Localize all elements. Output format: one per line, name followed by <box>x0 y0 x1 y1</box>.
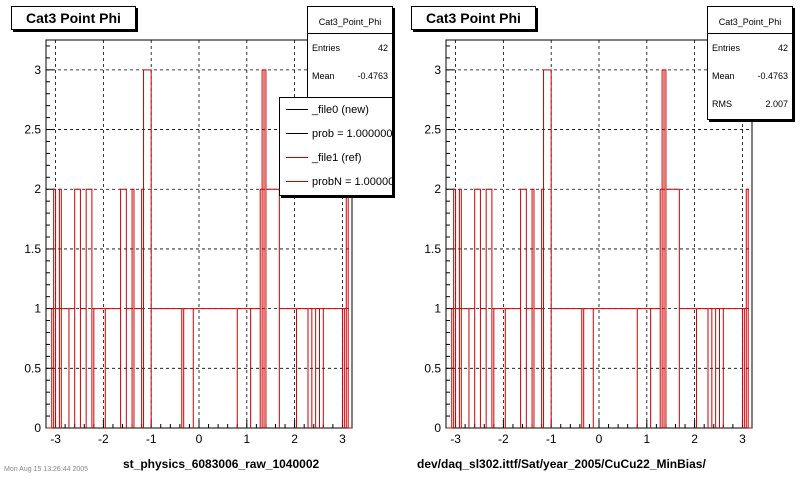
left-histogram-pad: -3 -2 -1 0 1 2 3 0 0.5 1 1.5 2 2.5 3 Cat3 Point Phi C… <box>11 6 393 471</box>
right-y-tick-label-1: 0.5 <box>424 361 441 375</box>
right-x-axis-label: dev/daq_sl302.ittf/Sat/year_2005/CuCu22_… <box>417 457 706 471</box>
left-y-tick-label-5: 2.5 <box>24 123 41 137</box>
right-stats-mean-label: Mean <box>712 71 735 81</box>
right-stats-entries-label: Entries <box>712 43 741 53</box>
right-x-tick-label-5: 2 <box>691 432 698 446</box>
left-x-tick-label-2: -1 <box>146 432 157 446</box>
left-y-tick-label-3: 1.5 <box>24 242 41 256</box>
legend-line-file0 <box>286 109 308 110</box>
right-stats-entries-value: 42 <box>777 43 788 53</box>
right-stats-entries-row: Entries 42 <box>708 34 792 62</box>
right-x-tick-label-4: 1 <box>643 432 650 446</box>
left-y-tick-label-4: 2 <box>34 182 41 196</box>
right-y-tick-label-6: 3 <box>434 63 441 77</box>
left-x-tick-label-1: -2 <box>98 432 109 446</box>
legend-text-file0: _file0 (new) <box>312 104 369 116</box>
right-histogram-plot: -3 -2 -1 0 1 2 3 0 0.5 1 1.5 2 2.5 3 <box>424 39 753 446</box>
left-stats-mean-label: Mean <box>312 71 335 81</box>
right-x-tick-label-2: -1 <box>546 432 557 446</box>
right-y-tick-label-5: 2.5 <box>424 123 441 137</box>
left-histogram-title: Cat3 Point Phi <box>11 6 136 30</box>
legend-entry-file1: _file1 (ref) <box>280 146 392 170</box>
right-stats-mean-value: -0.4763 <box>757 71 788 81</box>
legend-entry-file0: _file0 (new) <box>280 98 392 122</box>
left-x-tick-label-6: 3 <box>339 432 346 446</box>
right-y-tick-label-0: 0 <box>434 421 441 435</box>
right-y-tick-label-3: 1.5 <box>424 242 441 256</box>
left-histogram-outline-0 <box>46 69 352 429</box>
right-stats-box: Cat3_Point_Phi Entries 42 Mean -0.4763 R… <box>707 6 793 120</box>
right-stats-rms-value: 2.007 <box>765 99 788 109</box>
legend-text-probn: probN = 1.000000 <box>312 176 393 188</box>
right-x-tick-label-1: -2 <box>498 432 509 446</box>
right-histogram-pad: -3 -2 -1 0 1 2 3 0 0.5 1 1.5 2 2.5 3 Cat3 Point Phi C… <box>400 0 800 480</box>
left-y-tick-label-6: 3 <box>34 63 41 77</box>
left-x-tick-label-0: -3 <box>50 432 61 446</box>
left-legend: _file0 (new) prob = 1.000000 _file1 (ref… <box>279 97 393 196</box>
legend-line-file1 <box>286 157 308 158</box>
right-stats-mean-row: Mean -0.4763 <box>708 62 792 90</box>
left-x-tick-label-4: 1 <box>243 432 250 446</box>
right-histogram-outline-0 <box>446 69 752 429</box>
left-y-tick-label-0: 0 <box>34 421 41 435</box>
left-x-tick-label-3: 0 <box>196 432 203 446</box>
legend-line-prob <box>286 133 308 134</box>
left-stats-entries-row: Entries 42 <box>308 34 392 62</box>
left-y-tick-label-1: 0.5 <box>24 361 41 375</box>
legend-entry-prob: prob = 1.000000 <box>280 122 392 146</box>
left-y-tick-label-2: 1 <box>34 302 41 316</box>
right-stats-rms-row: RMS 2.007 <box>708 90 792 118</box>
right-x-tick-label-6: 3 <box>739 432 746 446</box>
right-histogram-title: Cat3 Point Phi <box>411 6 536 30</box>
legend-text-prob: prob = 1.000000 <box>312 128 393 140</box>
footer-timestamp: Mon Aug 15 13:26:44 2005 <box>4 466 89 473</box>
left-stats-entries-value: 42 <box>377 43 388 53</box>
left-x-tick-label-5: 2 <box>291 432 298 446</box>
left-stats-name: Cat3_Point_Phi <box>308 7 392 34</box>
legend-text-file1: _file1 (ref) <box>312 152 362 164</box>
legend-line-probn <box>286 181 308 182</box>
right-x-tick-label-0: -3 <box>450 432 461 446</box>
right-y-tick-label-4: 2 <box>434 182 441 196</box>
right-y-tick-label-2: 1 <box>434 302 441 316</box>
legend-entry-probn: probN = 1.000000 <box>280 170 392 194</box>
right-stats-name: Cat3_Point_Phi <box>708 7 792 34</box>
left-x-axis-label: st_physics_6083006_raw_1040002 <box>123 457 320 471</box>
left-stats-mean-row: Mean -0.4763 <box>308 62 392 90</box>
right-x-tick-label-3: 0 <box>596 432 603 446</box>
right-stats-rms-label: RMS <box>712 99 732 109</box>
left-stats-entries-label: Entries <box>312 43 341 53</box>
left-stats-mean-value: -0.4763 <box>357 71 388 81</box>
